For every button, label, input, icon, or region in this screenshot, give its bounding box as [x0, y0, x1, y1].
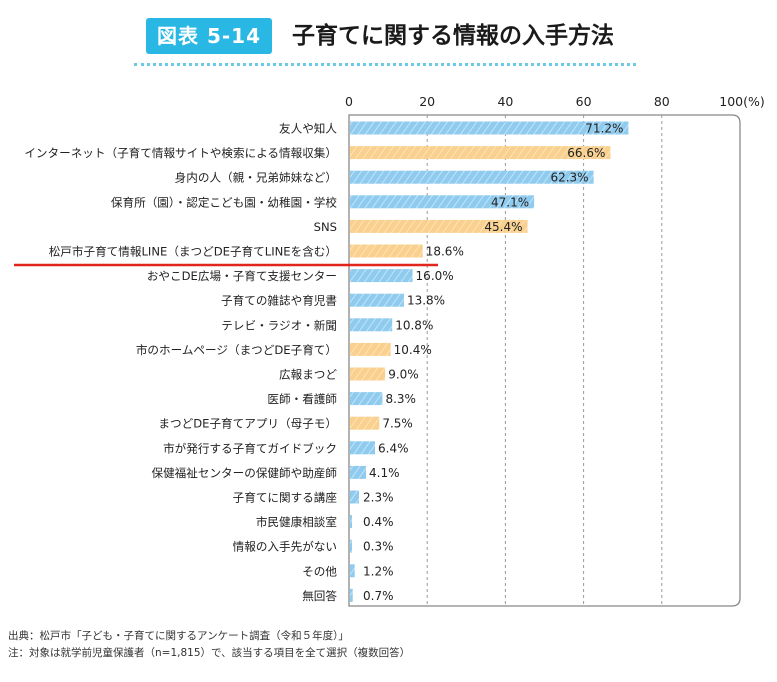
bar	[350, 515, 352, 529]
x-tick-label: 60	[576, 94, 592, 109]
bar	[350, 318, 393, 332]
category-label: 広報まつど	[279, 368, 337, 382]
bar	[350, 367, 386, 381]
category-label: 友人や知人	[279, 122, 337, 136]
category-label: 無回答	[302, 589, 337, 603]
bar	[350, 244, 423, 258]
figure-number-badge: 図表 5-14	[146, 18, 272, 54]
bar	[350, 219, 528, 233]
value-label: 45.4%	[484, 220, 522, 234]
chart-title: 子育てに関する情報の入手方法	[292, 23, 614, 49]
value-label: 10.4%	[394, 343, 432, 357]
category-label: 市が発行する子育てガイドブック	[163, 441, 337, 455]
bar	[350, 465, 367, 479]
value-label: 62.3%	[550, 171, 588, 185]
category-label: 身内の人（親・兄弟姉妹など）	[175, 171, 337, 185]
x-tick-label: 0	[345, 94, 353, 109]
bar	[350, 588, 353, 602]
category-label: テレビ・ラジオ・新聞	[221, 318, 337, 332]
category-label: 子育てに関する講座	[233, 491, 338, 505]
category-label: 市のホームページ（まつどDE子育て）	[136, 343, 337, 357]
value-label: 6.4%	[378, 441, 409, 455]
value-label: 1.2%	[363, 564, 394, 578]
bar	[350, 342, 391, 356]
category-label: 保育所（園）・認定こども園・幼稚園・学校	[111, 195, 337, 209]
bar	[350, 539, 352, 553]
category-label: 松戸市子育て情報LINE（まつどDE子育てLINEを含む）	[49, 245, 337, 259]
category-label: 市民健康相談室	[256, 515, 337, 529]
category-label: インターネット（子育て情報サイトや検索による情報収集）	[24, 146, 337, 160]
x-tick-label: 80	[654, 94, 670, 109]
category-label: まつどDE子育てアプリ（母子モ）	[158, 417, 337, 431]
value-label: 4.1%	[369, 466, 400, 480]
value-label: 16.0%	[416, 269, 454, 283]
category-label: その他	[302, 564, 337, 578]
value-label: 66.6%	[567, 146, 605, 160]
value-label: 2.3%	[363, 491, 394, 505]
category-label: 子育ての雑誌や育児書	[221, 294, 337, 308]
title-divider	[134, 63, 636, 66]
header: 図表 5-14 子育てに関する情報の入手方法	[0, 0, 777, 70]
bar	[350, 121, 629, 135]
bar	[350, 441, 376, 455]
bar	[350, 490, 359, 504]
value-label: 0.3%	[363, 540, 394, 554]
bar	[350, 195, 535, 209]
chart-notes: 出典：松戸市「子ども・子育てに関するアンケート調査（令和５年度）」 注：対象は就…	[8, 628, 410, 662]
value-label: 8.3%	[385, 392, 416, 406]
bar	[350, 293, 404, 307]
value-label: 0.4%	[363, 515, 394, 529]
x-tick-label: 40	[497, 94, 513, 109]
x-axis-unit-label: 100(%)	[719, 94, 765, 109]
category-label: 保健福祉センターの保健師や助産師	[151, 466, 337, 480]
value-label: 18.6%	[426, 245, 464, 259]
survey-note: 注：対象は就学前児童保護者（n=1,815）で、該当する項目を全て選択（複数回答…	[8, 647, 411, 659]
bar	[350, 170, 594, 184]
category-label: 医師・看護師	[267, 392, 337, 406]
bar-chart: 0 20 40 60 80 100(%) 友人や知人 71.2% インターネット（子育て情報サイ…	[14, 94, 765, 607]
category-label: おやこDE広場・子育て支援センター	[147, 269, 337, 283]
bar	[350, 269, 413, 283]
value-label: 47.1%	[491, 195, 529, 209]
value-label: 7.5%	[382, 417, 413, 431]
value-label: 0.7%	[363, 589, 394, 603]
value-label: 10.8%	[395, 318, 433, 332]
value-label: 9.0%	[388, 368, 419, 382]
plot-frame	[348, 114, 741, 607]
bar	[350, 416, 380, 430]
bar	[350, 146, 611, 160]
bar	[350, 392, 383, 406]
x-tick-label: 20	[419, 94, 435, 109]
category-label: 情報の入手先がない	[233, 540, 337, 554]
category-label: SNS	[314, 220, 337, 234]
value-label: 71.2%	[585, 122, 623, 136]
value-label: 13.8%	[407, 294, 445, 308]
bar	[350, 564, 355, 578]
source-note: 出典：松戸市「子ども・子育てに関するアンケート調査（令和５年度）」	[8, 630, 349, 642]
